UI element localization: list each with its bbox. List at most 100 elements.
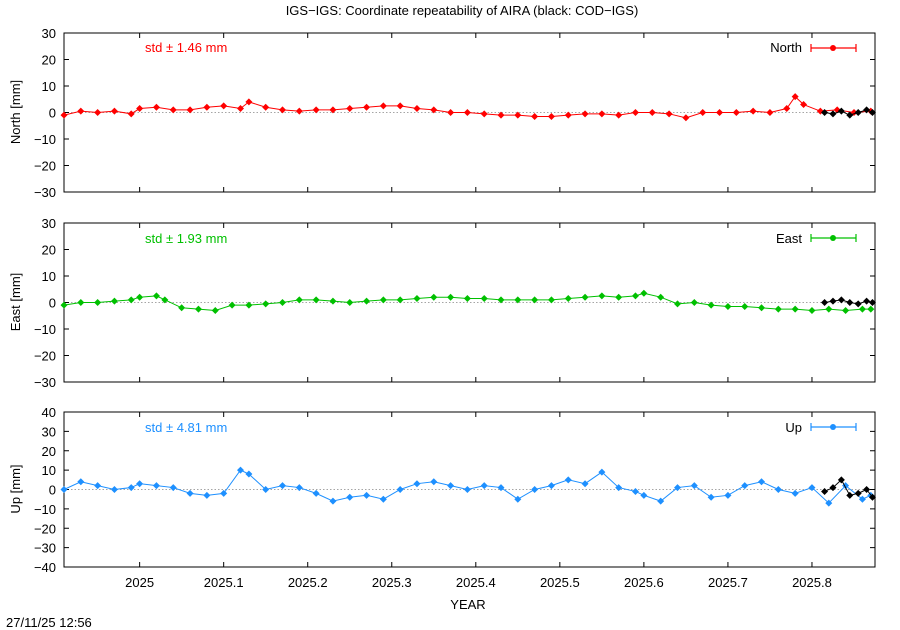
north-data-point (497, 111, 505, 119)
east-y-tick-label: 0 (49, 296, 56, 311)
north-legend-marker (830, 45, 836, 51)
x-tick-label: 2025.5 (540, 575, 580, 590)
up-data-point (598, 468, 606, 476)
east-data-point (707, 301, 715, 309)
east-data-point (194, 305, 202, 313)
east-data-point (127, 296, 135, 304)
chart-title: IGS−IGS: Coordinate repeatability of AIR… (286, 3, 639, 18)
east-panel: East [mm] std ± 1.93 mm East 30 20 10 0 −10 −… (8, 216, 876, 390)
east-data-point (497, 296, 505, 304)
east-y-tick-label: −10 (34, 322, 56, 337)
up-std-label: std ± 4.81 mm (145, 420, 227, 435)
north-data-point (783, 105, 791, 113)
north-data-point (665, 110, 673, 118)
north-cod-point (854, 109, 862, 116)
x-tick-label: 2025.8 (792, 575, 832, 590)
up-legend-label: Up (785, 420, 802, 435)
north-std-label: std ± 1.46 mm (145, 40, 227, 55)
north-data-point (800, 101, 808, 109)
east-data-point (463, 295, 471, 303)
up-data-point (262, 486, 270, 493)
north-y-tick-label: 30 (42, 26, 56, 41)
north-data-point (682, 114, 690, 122)
north-data-point (203, 103, 211, 111)
up-data-point (152, 482, 160, 490)
east-data-point (514, 296, 522, 304)
east-data-point (774, 305, 782, 313)
north-data-point (245, 98, 253, 106)
east-data-point (60, 301, 68, 309)
east-data-point (858, 305, 866, 313)
north-data-point (749, 107, 757, 115)
up-data-point (791, 489, 799, 497)
up-cod-point (854, 489, 862, 497)
east-cod-point (821, 299, 829, 306)
up-data-point (430, 478, 438, 486)
north-data-point (615, 111, 623, 119)
up-data-point (825, 499, 833, 507)
north-cod-point (846, 111, 854, 119)
north-cod-point (863, 106, 871, 114)
up-data-point (674, 484, 682, 492)
east-data-point (312, 296, 320, 304)
up-data-point (110, 486, 118, 493)
east-data-point (228, 301, 236, 309)
up-data-point (808, 484, 816, 492)
north-data-point (732, 109, 740, 116)
east-data-point (295, 296, 303, 304)
east-data-point (598, 292, 606, 300)
north-y-tick-label: 0 (49, 106, 56, 121)
up-data-point (329, 497, 337, 505)
east-data-point (842, 306, 850, 314)
east-data-point (346, 299, 354, 306)
east-data-point (581, 293, 589, 301)
north-legend-label: North (770, 40, 802, 55)
north-data-point (514, 111, 522, 119)
east-plot-frame (63, 222, 876, 383)
up-data-point (312, 489, 320, 497)
up-data-point (631, 487, 639, 495)
east-data-point (379, 296, 387, 304)
up-cod-point (846, 491, 854, 499)
north-data-point (346, 105, 354, 113)
north-data-point (463, 109, 471, 116)
east-data-point (657, 293, 665, 301)
east-data-point (867, 305, 875, 313)
east-cod-point (854, 300, 862, 308)
north-data-point (262, 103, 270, 111)
up-data-point (564, 476, 572, 484)
east-data-point (640, 289, 648, 297)
north-data-point (312, 106, 320, 114)
north-data-point (413, 105, 421, 113)
up-data-point (447, 482, 455, 490)
north-data-point (279, 106, 287, 114)
up-data-point (60, 486, 68, 493)
up-y-tick-label: 20 (42, 444, 56, 459)
east-y-tick-label: 10 (42, 269, 56, 284)
east-data-point (531, 296, 539, 304)
up-y-tick-label: 0 (49, 483, 56, 498)
east-cod-point (837, 296, 845, 304)
north-y-tick-label: −30 (34, 185, 56, 200)
north-data-point (766, 109, 774, 116)
east-data-point (152, 292, 160, 300)
up-data-point (203, 491, 211, 499)
east-data-point (413, 295, 421, 303)
north-data-point (77, 107, 85, 115)
north-data-point (94, 109, 102, 116)
north-data-point (169, 106, 177, 114)
up-cod-point (821, 487, 829, 495)
up-data-point (77, 478, 85, 486)
up-cod-point (863, 486, 871, 493)
up-data-point (640, 491, 648, 499)
up-data-point (463, 486, 471, 493)
up-cod-point (829, 484, 837, 492)
north-data-point (186, 106, 194, 114)
up-panel: Up [mm] std ± 4.81 mm Up 40 30 20 10 0 −10 −20… (8, 405, 876, 575)
north-y-tick-label: −20 (34, 159, 56, 174)
east-data-point (674, 300, 682, 308)
north-y-axis-label: North [mm] (8, 80, 23, 144)
up-y-tick-label: 40 (42, 405, 56, 420)
up-legend-marker (830, 424, 836, 430)
east-std-label: std ± 1.93 mm (145, 231, 227, 246)
